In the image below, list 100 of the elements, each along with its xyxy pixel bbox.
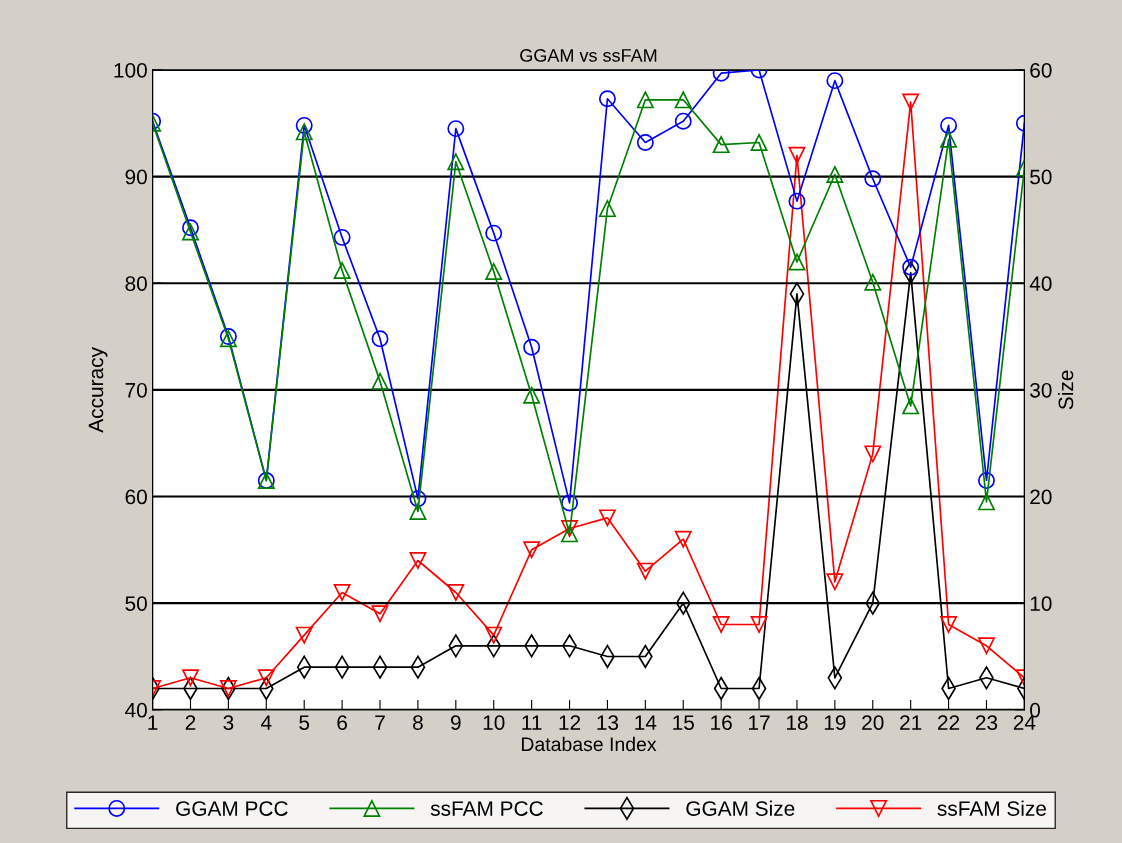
legend-label: ssFAM PCC xyxy=(430,801,543,816)
x-tick-label: 20 xyxy=(862,715,884,730)
point xyxy=(447,120,465,138)
point xyxy=(485,263,503,280)
y2-tick-label: 30 xyxy=(1030,382,1052,398)
x-tick-label: 17 xyxy=(749,715,770,730)
point xyxy=(409,490,427,508)
point xyxy=(523,386,541,404)
y-axis-title: Accuracy xyxy=(88,347,108,433)
x-tick-label: 21 xyxy=(900,715,922,730)
x-tick-label: 11 xyxy=(522,715,542,730)
x-tick-label: 6 xyxy=(337,715,347,730)
point xyxy=(750,134,768,151)
point xyxy=(257,669,275,687)
x-tick-label: 9 xyxy=(451,715,461,730)
point xyxy=(826,72,844,90)
point xyxy=(674,91,692,109)
point xyxy=(940,116,958,134)
point xyxy=(788,192,806,210)
point xyxy=(902,397,920,415)
point xyxy=(333,584,351,601)
point xyxy=(561,494,579,512)
x-tick-label: 10 xyxy=(483,715,505,730)
point xyxy=(788,253,806,271)
y2-tick-label: 50 xyxy=(1030,169,1052,185)
x-tick-label: 12 xyxy=(559,715,581,730)
x-tick-label: 16 xyxy=(711,715,732,730)
y-tick-label: 80 xyxy=(125,276,147,291)
x-tick-label: 23 xyxy=(975,715,998,730)
x-tick-label: 8 xyxy=(413,715,423,730)
x-tick-label: 2 xyxy=(185,715,196,730)
point xyxy=(561,525,579,543)
point xyxy=(182,223,199,241)
chart-title: GGAM vs ssFAM xyxy=(520,49,657,62)
x-tick-label: 18 xyxy=(786,715,808,730)
point xyxy=(978,637,995,655)
point xyxy=(447,153,465,171)
y-tick-label: 40 xyxy=(125,702,147,718)
y-tick-label: 50 xyxy=(125,596,147,611)
point xyxy=(826,573,844,591)
y2-tick-label: 10 xyxy=(1030,596,1052,611)
y2-tick-label: 40 xyxy=(1029,276,1052,291)
point xyxy=(636,562,654,580)
point xyxy=(219,680,237,697)
point xyxy=(636,134,654,151)
point xyxy=(295,116,313,134)
point xyxy=(598,90,616,108)
point xyxy=(371,330,389,348)
x-tick-label: 1 xyxy=(148,715,158,730)
y-tick-label: 90 xyxy=(125,169,147,185)
point xyxy=(333,228,351,246)
point xyxy=(409,502,427,520)
point xyxy=(712,136,730,154)
x-tick-label: 15 xyxy=(673,715,694,730)
point xyxy=(485,626,503,644)
x-tick-label: 3 xyxy=(223,715,234,730)
point xyxy=(864,445,882,463)
point xyxy=(409,552,427,569)
point xyxy=(182,669,199,687)
x-tick-label: 14 xyxy=(635,715,657,730)
point xyxy=(447,584,465,601)
x-tick-label: 13 xyxy=(597,715,619,730)
point xyxy=(523,338,541,356)
y2-axis-title: Size xyxy=(1057,370,1074,410)
point xyxy=(674,112,692,130)
point xyxy=(333,261,351,279)
point xyxy=(902,93,920,111)
point xyxy=(750,616,768,633)
y2-tick-label: 20 xyxy=(1030,489,1052,505)
point xyxy=(902,258,920,276)
point xyxy=(864,273,882,291)
point xyxy=(182,219,199,237)
y-tick-label: 60 xyxy=(125,489,147,505)
x-tick-label: 22 xyxy=(938,715,960,730)
point xyxy=(485,224,503,242)
point xyxy=(636,91,654,109)
point xyxy=(523,541,541,559)
point xyxy=(295,123,313,141)
legend-label: ssFAM Size xyxy=(937,800,1046,816)
legend-label: GGAM Size xyxy=(686,800,795,816)
point xyxy=(371,372,389,390)
point xyxy=(598,509,616,527)
point xyxy=(371,605,389,623)
y-tick-label: 100 xyxy=(114,62,147,78)
point xyxy=(712,616,730,633)
point xyxy=(826,166,844,183)
point xyxy=(864,170,882,188)
point xyxy=(940,616,958,633)
legend-label: GGAM PCC xyxy=(176,801,288,816)
point xyxy=(295,626,313,644)
point xyxy=(788,146,806,164)
point xyxy=(940,130,958,148)
point xyxy=(674,530,692,548)
point xyxy=(561,520,579,537)
x-axis-title: Database Index xyxy=(521,736,657,752)
x-tick-label: 4 xyxy=(260,715,272,730)
x-tick-label: 19 xyxy=(824,715,846,730)
point xyxy=(978,472,995,490)
y2-tick-label: 60 xyxy=(1030,62,1052,78)
y-tick-label: 70 xyxy=(125,382,147,398)
